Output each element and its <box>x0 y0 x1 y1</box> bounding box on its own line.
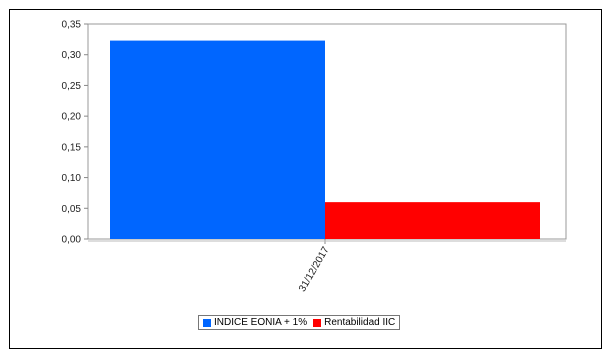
y-tick-label: 0,20 <box>62 112 82 123</box>
legend-label-rentabilidad: Rentabilidad IIC <box>324 317 396 328</box>
bar-chart: 0,00 0,05 0,10 0,15 0,20 0,25 0,30 0,35 31/12/20… <box>62 20 567 294</box>
y-tick-label: 0,30 <box>62 50 82 61</box>
chart-legend: INDICE EONIA + 1% Rentabilidad IIC <box>198 315 401 330</box>
bar-1 <box>325 202 540 239</box>
y-tick-label: 0,15 <box>62 142 82 153</box>
y-tick-label: 0,25 <box>62 81 82 92</box>
y-tick-label: 0,05 <box>62 204 82 215</box>
legend-label-eonia: INDICE EONIA + 1% <box>214 317 308 328</box>
legend-swatch-rentabilidad <box>313 318 322 327</box>
legend-item-rentabilidad: Rentabilidad IIC <box>313 317 395 328</box>
y-tick-label: 0,35 <box>62 20 82 31</box>
legend-item-eonia: INDICE EONIA + 1% <box>203 317 307 328</box>
x-tick-label: 31/12/2017 <box>297 245 332 294</box>
y-tick-label: 0,10 <box>62 173 82 184</box>
legend-swatch-eonia <box>203 318 211 327</box>
y-tick-label: 0,00 <box>62 235 82 246</box>
bar-0 <box>110 40 325 240</box>
